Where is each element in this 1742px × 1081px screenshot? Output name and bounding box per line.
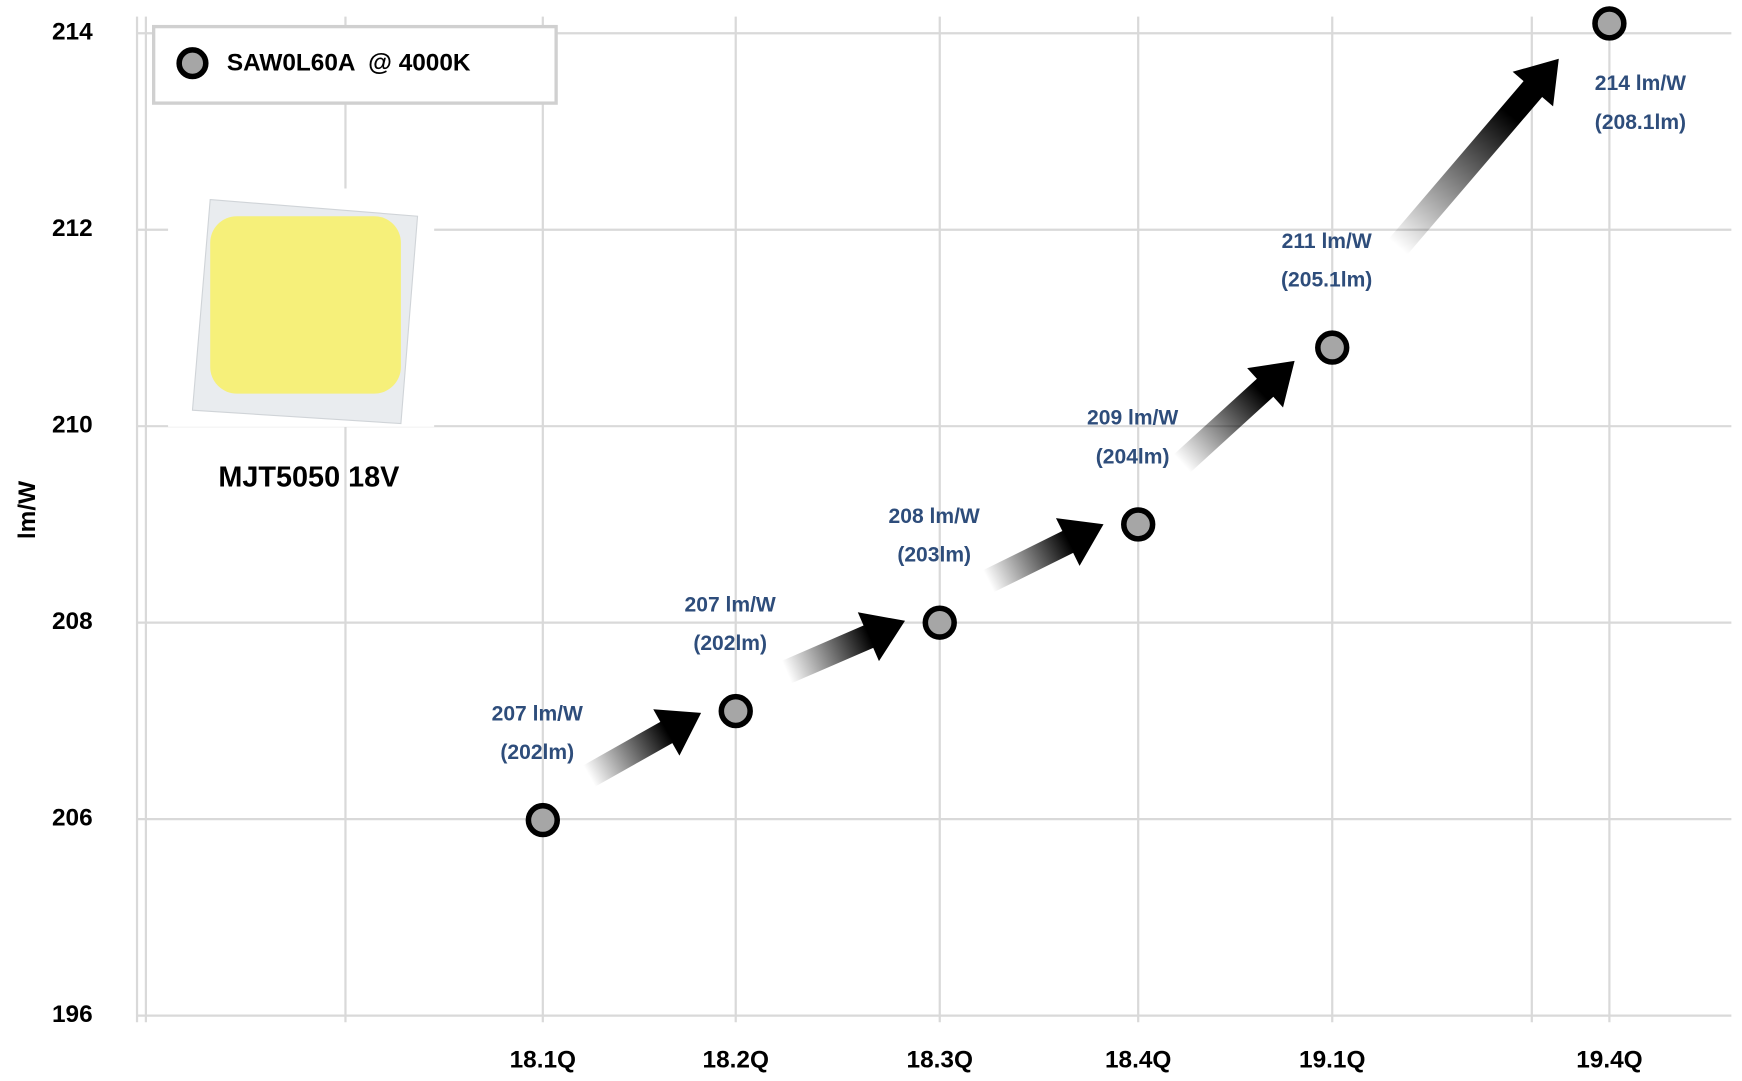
annotation: 214 lm/W <box>1595 72 1686 95</box>
trend-arrow <box>781 612 906 684</box>
annotation: 211 lm/W <box>1282 230 1372 253</box>
y-tick-label: 208 <box>52 608 93 635</box>
marks: 207 lm/W (202lm) 207 lm/W (202lm) 208 lm/W (2… <box>151 6 1686 838</box>
y-tick-label: 210 <box>52 412 93 439</box>
annotation: (202lm) <box>693 632 767 655</box>
data-point <box>718 693 753 729</box>
trend-arrow <box>1388 58 1559 255</box>
trend-arrow <box>983 518 1104 593</box>
trend-arrow-shape <box>1173 360 1295 473</box>
annotation: 207 lm/W <box>685 593 776 616</box>
data-point <box>1592 6 1627 41</box>
annotation: 207 lm/W <box>492 702 583 725</box>
trend-arrow-shape <box>781 612 906 684</box>
annotation: 209 lm/W <box>1087 407 1178 430</box>
trend-arrow <box>583 709 702 787</box>
annotation: 208 lm/W <box>889 505 980 528</box>
y-axis-label: lm/W <box>14 481 41 539</box>
decoration <box>583 58 1559 787</box>
x-tick-label: 18.4Q <box>1105 1046 1171 1073</box>
y-tick-label: 206 <box>52 805 93 832</box>
data-point <box>525 802 561 838</box>
x-tick-label: 18.3Q <box>907 1046 973 1073</box>
trend-arrow-shape <box>583 709 702 787</box>
annotation: (208.1lm) <box>1595 111 1686 134</box>
annotation: (202lm) <box>500 741 574 764</box>
legend-box <box>151 24 558 105</box>
trend-arrow <box>1173 360 1295 473</box>
x-tick-label: 19.4Q <box>1576 1046 1642 1073</box>
product-label: MJT5050 18V <box>218 462 400 494</box>
y-tick-label: 196 <box>52 1001 93 1028</box>
annotation: (203lm) <box>897 544 971 567</box>
legend-swatch <box>176 47 209 80</box>
annotation: (205.1lm) <box>1281 269 1372 292</box>
annotation: (204lm) <box>1096 445 1170 468</box>
data-point <box>1121 507 1156 542</box>
trend-arrow-shape <box>1388 58 1559 255</box>
data-point <box>922 605 957 640</box>
y-tick-label: 214 <box>52 19 93 46</box>
y-tick-label: 212 <box>52 215 93 242</box>
trend-arrow-shape <box>983 518 1104 593</box>
data-point <box>1315 330 1350 365</box>
x-tick-label: 18.2Q <box>703 1046 769 1073</box>
legend-label: SAW0L60A @ 4000K <box>227 50 471 77</box>
x-tick-label: 19.1Q <box>1299 1046 1365 1073</box>
led-phosphor <box>210 216 401 394</box>
product-image <box>168 188 435 427</box>
x-tick-label: 18.1Q <box>510 1046 576 1073</box>
